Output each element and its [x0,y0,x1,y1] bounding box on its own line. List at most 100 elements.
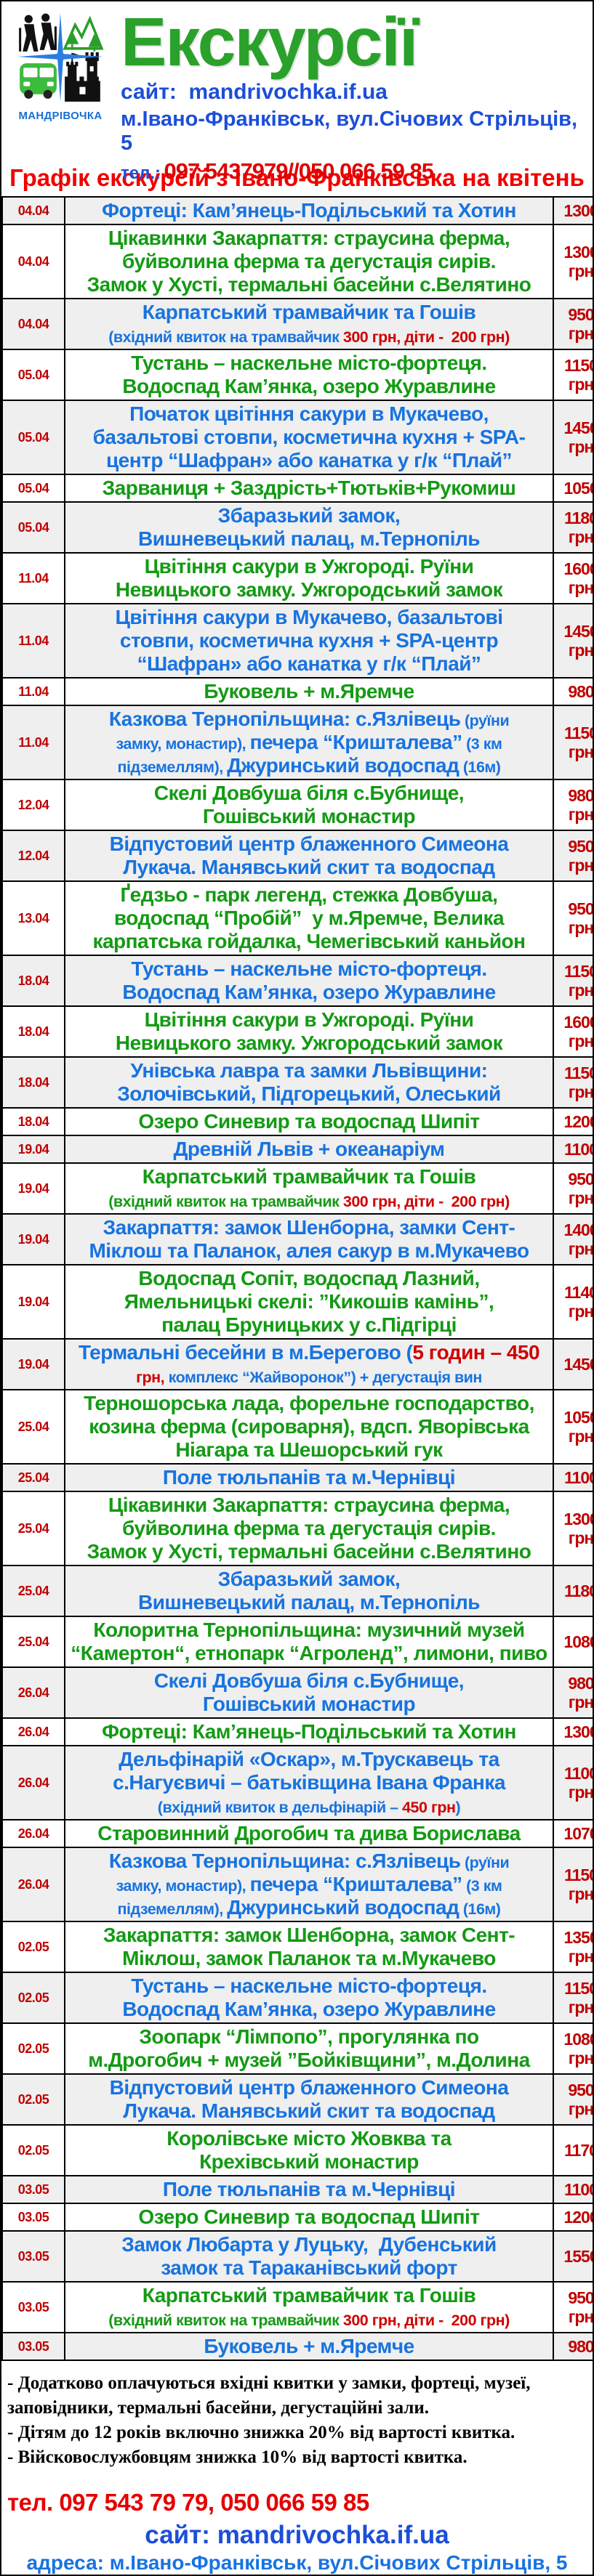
tour-text-segment: Озеро Синевир та водоспад Шипіт [138,2206,480,2228]
tour-price: 1150грн [553,955,593,1007]
header-address: м.Івано-Франківськ, вул.Січових Стрільці… [121,108,578,155]
tour-text-segment: Буковель + м.Яремче [204,2335,414,2357]
tour-text-segment: базальтові стовпи, косметична кухня + SP… [92,426,526,448]
tour-text-segment: замку, монастир), [116,1877,250,1895]
price-unit: грн [568,918,594,937]
tour-price: 1150грн [553,1056,593,1109]
tour-date: 18.04 [1,1107,65,1136]
tour-date: 18.04 [1,1056,65,1109]
price-unit: грн [568,1032,594,1050]
tour-price: 1150грн [553,349,593,401]
tour-text-segment: Золочівський, Підгорецький, Олеський [117,1082,501,1105]
tour-text-segment: (вхідний квиток в дельфінарій – [157,1799,403,1816]
tour-text-segment: Водоспад Кам’янка, озеро Журавлине [122,375,496,397]
tour-description: Збаразький замок, Вишневецький палац, м.Т… [64,1565,554,1617]
tour-text-segment: Буковель + м.Яремче [204,680,414,702]
price-unit: грн [568,2049,594,2067]
tour-text-segment: Казкова Тернопільщина: с.Язлівець [108,1850,461,1872]
castle-icon [65,52,100,102]
logo-icon [17,13,104,102]
table-row: 05.04 Початок цвітіння сакури в Мукачево,… [1,400,593,475]
table-row: 04.04 Цікавинки Закарпаття: страусина фер… [1,224,593,299]
tour-text-segment: козина ферма (сироварня), вдсп. Яворівсь… [89,1415,529,1438]
table-row: 02.05 Королівське місто Жовква та Крехівсь… [1,2124,593,2176]
table-row: 03.05 Буковель + м.Яремче 980 [1,2332,593,2361]
tour-text-segment: Замок у Хусті, термальні басейни с.Велят… [87,1540,531,1563]
table-row: 04.04 Карпатський трамвайчик та Гошів (вхі… [1,298,594,350]
tour-price: 1080грн [553,2022,594,2075]
tour-text-segment: Старовинний Дрогобич та дива Борислава [97,1822,521,1844]
tour-price: 1100грн [553,1745,593,1820]
price-unit: грн [568,324,594,343]
tour-price: 1070 [553,1819,593,1848]
tour-date: 03.05 [1,2175,65,2204]
tour-date: 11.04 [1,552,65,604]
tour-price: 1300грн [553,224,593,299]
footer-site-line: сайт: mandrivochka.if.ua [145,2521,449,2549]
table-row: 11.04 Казкова Тернопільщина: с.Язлівець (… [1,705,593,780]
tour-description: Цікавинки Закарпаття: страусина ферма, бу… [64,1491,554,1566]
tour-text-segment: Ямельницькі скелі: ”Кикошів камінь”, [124,1290,494,1313]
table-row: 26.04 Старовинний Дрогобич та дива Борисл… [1,1819,593,1848]
tour-description: Карпатський трамвайчик та Гошів (вхідний … [64,1162,554,1215]
header: МАНДРІВОЧКА Екскурсії сайт: mandrivochka… [1,1,593,184]
tour-text-segment: Гошівський монастир [202,1693,416,1715]
tour-text-segment: (вхідний квиток на трамвайчик [108,328,343,346]
table-row: 04.04 Фортеці: Кам’янець-Подільський та Х… [1,196,593,225]
tour-text-segment: 300 грн, діти - 200 грн) [342,1193,510,1210]
price-unit: грн [568,856,594,875]
tour-description: Відпустовий центр блаженного Симеона Лука… [64,830,554,882]
tour-price: 1300грн [553,1491,593,1566]
tour-description: Колоритна Тернопільщина: музичний музей “… [64,1616,554,1668]
tour-text-segment: Колоритна Тернопільщина: музичний музей [93,1619,525,1641]
tour-description: Закарпаття: замок Шенборна, замки Сент- М… [64,1213,554,1265]
tour-text-segment: Дельфінарій «Оскар», м.Трускавець та [119,1748,499,1770]
tour-description: Тустань – наскельне місто-фортеця. Водосп… [64,955,554,1007]
tour-date: 02.05 [1,2124,65,2176]
schedule-table: 04.04 Фортеці: Кам’янець-Подільський та Х… [1,196,594,2361]
tour-text-segment: Водоспад Кам’янка, озеро Журавлине [122,981,496,1003]
table-row: 25.04 Колоритна Тернопільщина: музичний м… [1,1616,593,1668]
tour-text-segment: Невицького замку. Ужгородський замок [115,578,503,601]
tour-text-segment: Вишневецький палац, м.Тернопіль [137,1591,481,1613]
tour-text-segment: Озеро Синевир та водоспад Шипіт [138,1110,480,1133]
table-row: 19.04 Термальні бесейни в м.Берегово (5 г… [1,1338,593,1390]
tour-price: 1450грн [553,400,593,475]
header-phone-line: тел.: 097 5437979//050 066 59 85 [121,158,588,185]
table-row: 02.05 Тустань – наскельне місто-фортеця. В… [1,1972,593,2024]
tour-text-segment: Цікавинки Закарпаття: страусина ферма, [108,1494,510,1516]
tour-text-segment: Замок у Хусті, термальні басейни с.Велят… [87,273,531,296]
tour-text-segment: Джуринський водоспад [227,1896,459,1919]
page-title: Екскурсії [121,4,419,81]
footer-address-line: адреса: м.Івано-Франківськ, вул.Січових … [26,2551,568,2574]
tour-date: 26.04 [1,1717,65,1746]
compass-cross-icon [17,13,103,102]
tour-description: Карпатський трамвайчик та Гошів (вхідний … [64,2281,554,2333]
tour-description: Буковель + м.Яремче [64,2332,554,2361]
tour-date: 12.04 [1,830,65,882]
tour-text-segment: замку, монастир), [116,735,250,753]
tour-text-segment: Фортеці: Кам’янець-Подільський та Хотин [102,199,516,222]
tour-text-segment: (руїни [460,712,510,729]
tour-description: Фортеці: Кам’янець-Подільський та Хотин [64,196,554,225]
tour-text-segment: Древній Львів + океанаріум [173,1138,445,1160]
price-unit: грн [568,2099,594,2118]
tour-date: 02.05 [1,2073,65,2126]
tour-date: 03.05 [1,2230,65,2283]
tour-date: 02.05 [1,1972,65,2024]
tour-text-segment: Цвітіння сакури в Ужгороді. Руїни [144,1008,474,1031]
tour-price: 1600грн [553,1005,594,1058]
tour-date: 26.04 [1,1745,65,1820]
tour-text-segment: Невицького замку. Ужгородський замок [115,1032,503,1054]
tour-text-segment: буйволина ферма та дегустація сирів. [122,1517,496,1539]
tour-text-segment: Скелі Довбуша біля с.Бубнище, [153,782,465,804]
tour-text-segment: печера “Кришталева” [249,731,463,753]
